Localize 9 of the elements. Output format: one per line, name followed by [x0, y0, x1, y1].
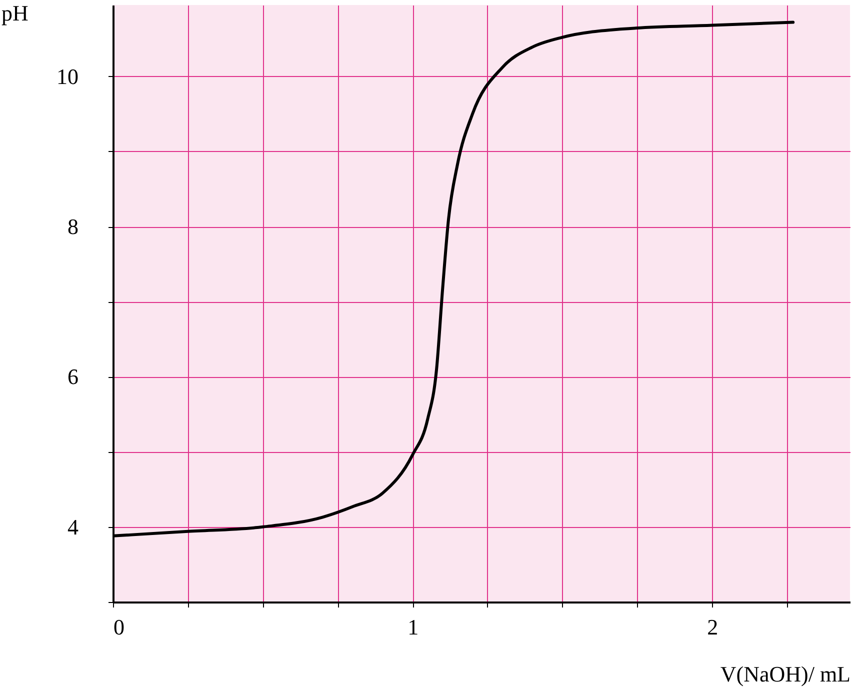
x-tick-label: 0 [114, 614, 124, 640]
x-tick-label: 2 [707, 614, 718, 640]
x-tick-label: 1 [408, 614, 419, 640]
y-tick-label: 8 [68, 214, 78, 240]
y-tick-label: 4 [68, 514, 78, 540]
x-axis-title: V(NaOH)/ mL [720, 662, 850, 686]
y-axis-title: pH [2, 0, 28, 26]
y-tick-label: 6 [68, 364, 78, 390]
y-tick-label: 10 [56, 64, 78, 89]
